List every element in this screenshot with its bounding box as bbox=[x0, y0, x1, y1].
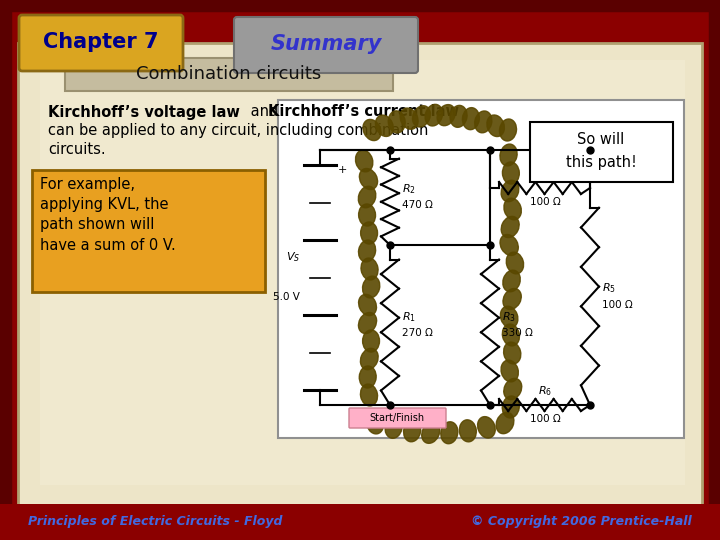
Text: Summary: Summary bbox=[270, 34, 382, 54]
Ellipse shape bbox=[503, 270, 521, 292]
Ellipse shape bbox=[501, 217, 519, 238]
Ellipse shape bbox=[477, 416, 495, 438]
Text: $R_3$: $R_3$ bbox=[502, 310, 516, 324]
Text: Kirchhoff’s current law: Kirchhoff’s current law bbox=[268, 105, 459, 119]
Ellipse shape bbox=[359, 186, 376, 208]
Text: 100 Ω: 100 Ω bbox=[530, 197, 560, 207]
Ellipse shape bbox=[450, 105, 467, 127]
Ellipse shape bbox=[441, 422, 458, 444]
Text: Start/Finish: Start/Finish bbox=[369, 413, 425, 423]
Text: 100 Ω: 100 Ω bbox=[602, 300, 633, 309]
Text: 330 Ω: 330 Ω bbox=[502, 328, 533, 338]
Text: this path!: this path! bbox=[566, 154, 636, 170]
Ellipse shape bbox=[500, 144, 517, 166]
Ellipse shape bbox=[504, 198, 521, 220]
Ellipse shape bbox=[359, 204, 376, 226]
Text: path shown will: path shown will bbox=[40, 218, 154, 233]
Bar bbox=[65, 58, 393, 91]
Ellipse shape bbox=[506, 252, 523, 274]
Ellipse shape bbox=[356, 150, 373, 172]
Bar bbox=[18, 43, 702, 505]
Ellipse shape bbox=[503, 162, 519, 184]
Ellipse shape bbox=[503, 324, 520, 346]
Bar bbox=[0, 504, 720, 540]
Ellipse shape bbox=[359, 313, 377, 334]
Text: Principles of Electric Circuits - Floyd: Principles of Electric Circuits - Floyd bbox=[28, 516, 282, 529]
Text: For example,: For example, bbox=[40, 178, 135, 192]
Ellipse shape bbox=[474, 111, 492, 133]
Text: and: and bbox=[246, 105, 283, 119]
Ellipse shape bbox=[363, 119, 381, 140]
Text: +: + bbox=[338, 165, 347, 175]
Text: Combination circuits: Combination circuits bbox=[136, 65, 322, 83]
FancyBboxPatch shape bbox=[19, 15, 183, 71]
Ellipse shape bbox=[487, 115, 505, 137]
Text: $R_6$: $R_6$ bbox=[538, 384, 552, 398]
Bar bbox=[278, 100, 684, 438]
Ellipse shape bbox=[361, 222, 377, 244]
Bar bbox=[530, 122, 673, 182]
Text: 270 Ω: 270 Ω bbox=[402, 328, 433, 338]
Ellipse shape bbox=[388, 111, 405, 133]
Text: Kirchhoff’s voltage law: Kirchhoff’s voltage law bbox=[48, 105, 240, 119]
Ellipse shape bbox=[422, 422, 440, 443]
Text: 470 Ω: 470 Ω bbox=[402, 200, 433, 211]
Text: applying KVL, the: applying KVL, the bbox=[40, 198, 168, 213]
Ellipse shape bbox=[496, 413, 514, 434]
Ellipse shape bbox=[503, 288, 521, 309]
Text: can be applied to any circuit, including combination: can be applied to any circuit, including… bbox=[48, 124, 428, 138]
Text: 5.0 V: 5.0 V bbox=[273, 293, 300, 302]
Ellipse shape bbox=[501, 180, 519, 202]
Ellipse shape bbox=[500, 119, 516, 141]
Ellipse shape bbox=[359, 240, 376, 262]
Ellipse shape bbox=[361, 384, 377, 406]
Text: © Copyright 2006 Prentice-Hall: © Copyright 2006 Prentice-Hall bbox=[472, 516, 692, 529]
Ellipse shape bbox=[500, 306, 518, 328]
Ellipse shape bbox=[404, 420, 420, 442]
Ellipse shape bbox=[361, 348, 378, 370]
Ellipse shape bbox=[413, 106, 431, 127]
Ellipse shape bbox=[462, 107, 480, 130]
Text: $R_4$: $R_4$ bbox=[538, 167, 552, 181]
Ellipse shape bbox=[359, 168, 377, 190]
Text: $R_5$: $R_5$ bbox=[602, 281, 616, 295]
Text: 100 Ω: 100 Ω bbox=[530, 414, 560, 424]
Ellipse shape bbox=[504, 379, 522, 400]
Ellipse shape bbox=[363, 276, 379, 298]
Ellipse shape bbox=[437, 105, 455, 126]
Ellipse shape bbox=[425, 104, 443, 126]
Ellipse shape bbox=[503, 342, 521, 364]
Text: Chapter 7: Chapter 7 bbox=[43, 32, 158, 52]
Ellipse shape bbox=[359, 294, 377, 316]
Ellipse shape bbox=[503, 396, 519, 418]
Text: $R_2$: $R_2$ bbox=[402, 183, 416, 197]
Ellipse shape bbox=[500, 234, 518, 255]
FancyBboxPatch shape bbox=[349, 408, 446, 428]
Text: $V_S$: $V_S$ bbox=[286, 251, 300, 265]
Ellipse shape bbox=[359, 366, 376, 388]
Ellipse shape bbox=[459, 420, 477, 442]
Ellipse shape bbox=[375, 115, 393, 137]
Ellipse shape bbox=[366, 412, 384, 434]
Ellipse shape bbox=[501, 360, 518, 382]
Ellipse shape bbox=[363, 330, 379, 352]
Text: $R_1$: $R_1$ bbox=[402, 310, 416, 324]
Text: have a sum of 0 V.: have a sum of 0 V. bbox=[40, 238, 176, 253]
Text: So will: So will bbox=[577, 132, 625, 147]
FancyBboxPatch shape bbox=[234, 17, 418, 73]
Bar bbox=[32, 170, 265, 292]
Ellipse shape bbox=[385, 416, 402, 438]
Ellipse shape bbox=[400, 108, 418, 129]
Ellipse shape bbox=[361, 258, 378, 280]
Text: circuits.: circuits. bbox=[48, 143, 106, 158]
Bar bbox=[40, 60, 685, 485]
